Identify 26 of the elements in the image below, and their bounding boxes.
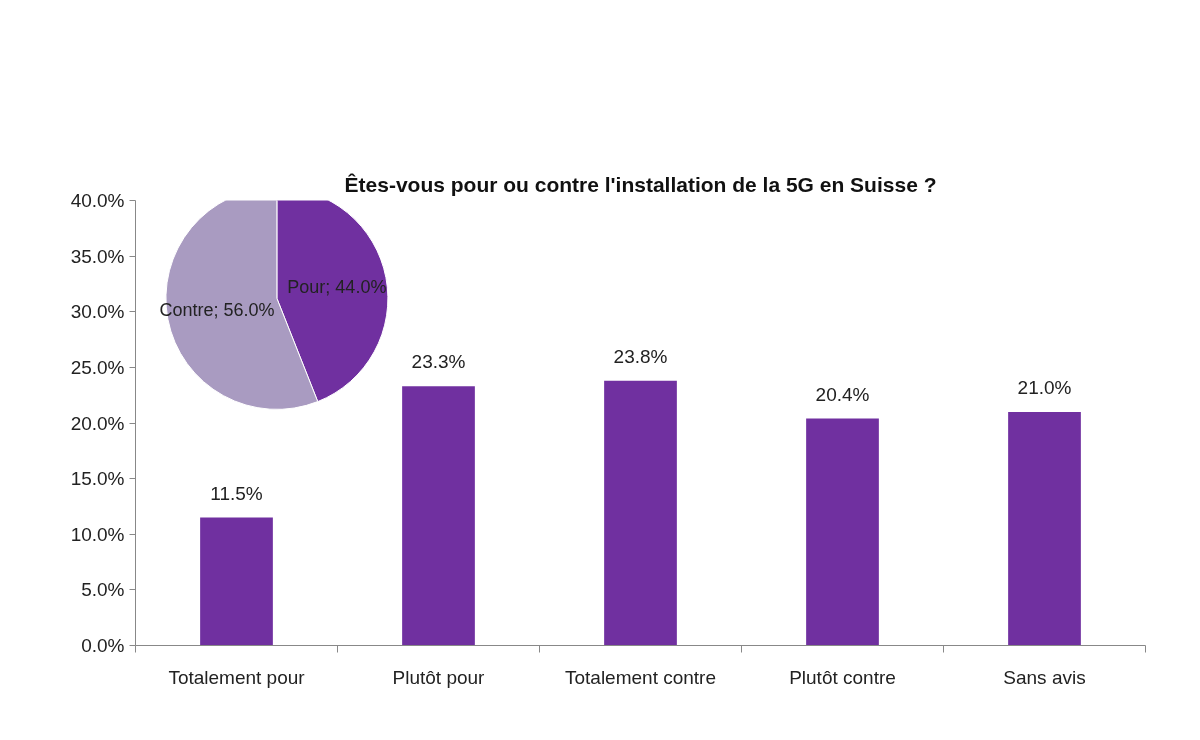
y-tick-label: 40.0% [70, 190, 125, 211]
x-tick-label: Sans avis [1003, 666, 1086, 688]
y-tick-label: 5.0% [81, 579, 125, 601]
y-tick-label: 0.0% [81, 635, 125, 656]
bar [806, 418, 879, 646]
y-tick-label: 15.0% [70, 468, 125, 490]
x-tick-label: Plutôt pour [392, 666, 486, 688]
data-label: 21.0% [1017, 376, 1072, 398]
bar [402, 386, 475, 646]
x-tick-label: Totalement contre [564, 666, 717, 688]
data-label: 23.3% [411, 351, 466, 373]
bar [604, 380, 677, 646]
y-tick-label: 30.0% [70, 301, 125, 323]
y-tick-label: 20.0% [70, 412, 125, 434]
y-tick-label: 10.0% [70, 523, 125, 545]
data-label: 23.8% [613, 345, 668, 367]
bar [200, 517, 273, 646]
y-tick-label: 35.0% [70, 245, 125, 267]
chart-title: Êtes-vous pour ou contre l'installation de la 5G en Suisse ? [344, 172, 937, 196]
data-label: 11.5% [210, 482, 263, 504]
x-tick-label: Totalement pour [168, 666, 306, 688]
data-label: 20.4% [815, 383, 870, 405]
y-tick-label: 25.0% [70, 356, 125, 378]
slice-label: Pour; 44.0% [287, 276, 387, 297]
bar [1008, 411, 1081, 646]
x-tick-label: Plutôt contre [789, 666, 896, 688]
